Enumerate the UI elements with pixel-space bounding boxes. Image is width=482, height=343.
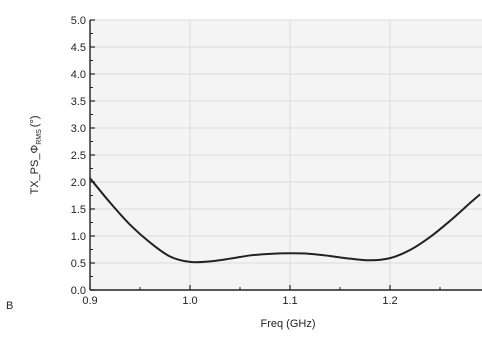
- x-tick-label: 1.0: [182, 295, 197, 307]
- y-tick-label: 1.5: [71, 204, 86, 216]
- series-line: [89, 177, 481, 264]
- x-tick-labels: 0.91.01.11.21: [82, 295, 397, 307]
- y-tick-label: 3.5: [71, 96, 86, 108]
- y-axis-title-unit: (°): [29, 115, 41, 127]
- y-axis-title-subscript: RMS: [36, 129, 43, 145]
- x-tick-label: 1.1: [282, 295, 297, 307]
- y-tick-label: 1.0: [71, 231, 86, 243]
- y-tick-label: 0.5: [71, 258, 86, 270]
- stray-label: B: [6, 300, 13, 312]
- x-tick-label: 0.9: [82, 295, 97, 307]
- grid-lines: [90, 19, 482, 290]
- svg-text:TX_PS_ΦRMS(°): TX_PS_ΦRMS (°): [29, 115, 43, 194]
- x-axis-title: Freq (GHz): [261, 318, 316, 330]
- y-tick-label: 5.0: [71, 15, 86, 27]
- y-axis-title-main: TX_PS_Φ: [29, 145, 41, 195]
- y-tick-label: 4.5: [71, 42, 86, 54]
- y-axis-title: TX_PS_ΦRMS (°): [29, 115, 43, 194]
- y-tick-label: 2.0: [71, 177, 86, 189]
- y-tick-label: 4.0: [71, 69, 86, 81]
- x-tick-label: 1.2: [382, 295, 397, 307]
- y-tick-label: 0.0: [71, 285, 86, 297]
- y-tick-label: 3.0: [71, 123, 86, 135]
- y-tick-label: 2.5: [71, 150, 86, 162]
- axes: [89, 19, 482, 291]
- series-group: [89, 177, 481, 264]
- y-tick-labels: 0.0 0.5 1.0 1.5 2.0 2.5 3.0 3.5 4.0 4.5 5.0: [71, 15, 86, 297]
